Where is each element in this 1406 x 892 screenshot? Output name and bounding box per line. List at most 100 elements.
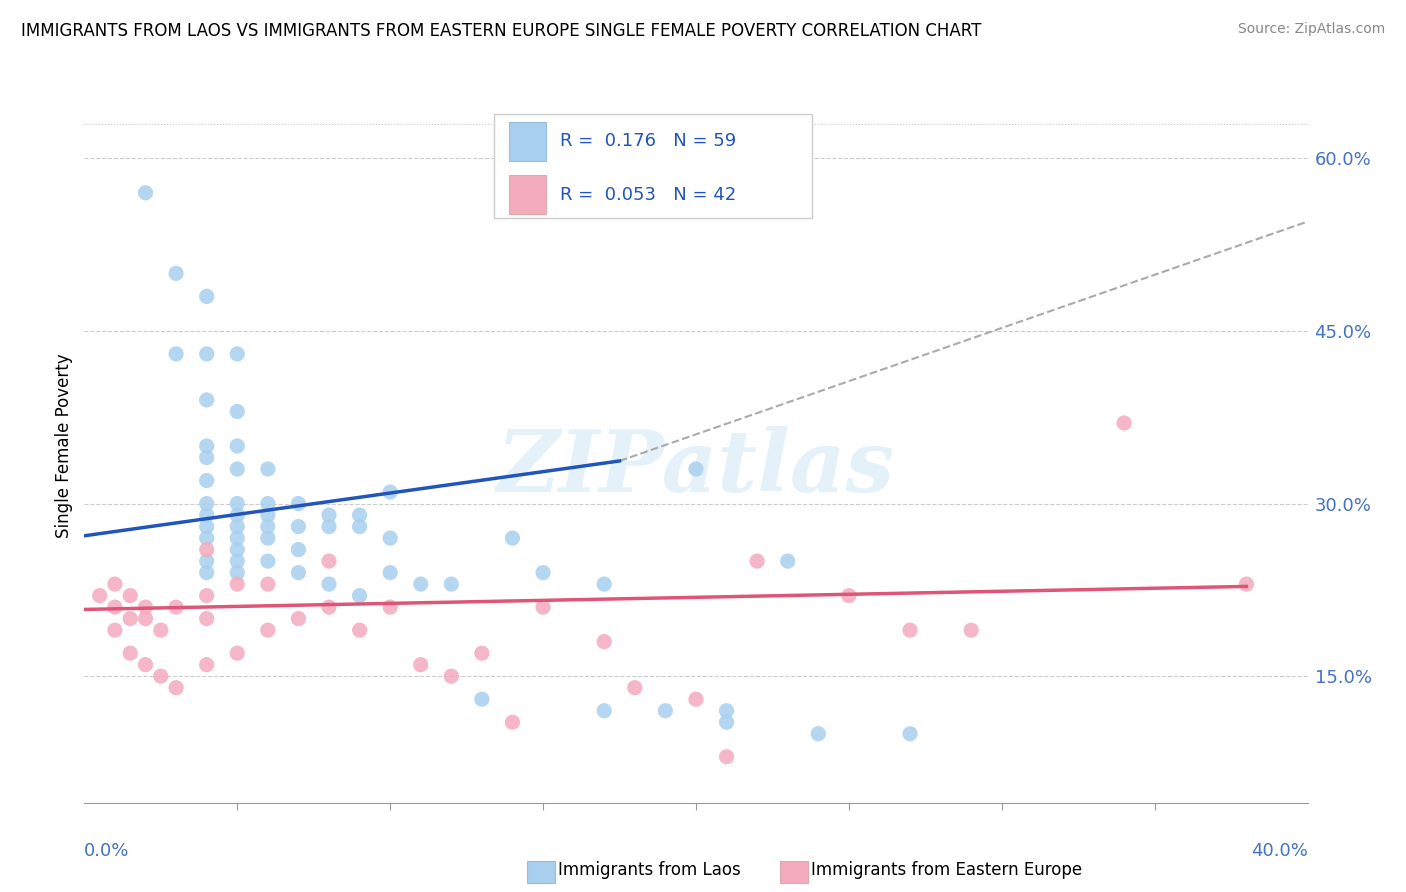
Point — [380, 485, 402, 500]
Point — [195, 474, 218, 488]
Bar — [509, 175, 546, 214]
Point — [654, 704, 676, 718]
Point — [195, 612, 218, 626]
Point — [409, 657, 432, 672]
Text: ZIPatlas: ZIPatlas — [496, 425, 896, 509]
Point — [471, 692, 494, 706]
Point — [226, 462, 249, 476]
Point — [165, 266, 187, 280]
Point — [226, 508, 249, 522]
Point — [257, 554, 280, 568]
Point — [226, 404, 249, 418]
Point — [898, 623, 921, 637]
Point — [287, 612, 309, 626]
Point — [257, 623, 280, 637]
Text: IMMIGRANTS FROM LAOS VS IMMIGRANTS FROM EASTERN EUROPE SINGLE FEMALE POVERTY COR: IMMIGRANTS FROM LAOS VS IMMIGRANTS FROM … — [21, 22, 981, 40]
Point — [440, 669, 463, 683]
Point — [226, 542, 249, 557]
Point — [349, 519, 371, 533]
Point — [104, 600, 127, 615]
Point — [807, 727, 830, 741]
Point — [287, 497, 309, 511]
Point — [409, 577, 432, 591]
Point — [898, 727, 921, 741]
Point — [135, 186, 157, 200]
Point — [287, 566, 309, 580]
Point — [349, 623, 371, 637]
Point — [226, 531, 249, 545]
Text: 40.0%: 40.0% — [1251, 842, 1308, 860]
Point — [593, 704, 616, 718]
Text: R =  0.053   N = 42: R = 0.053 N = 42 — [560, 186, 737, 203]
Text: Source: ZipAtlas.com: Source: ZipAtlas.com — [1237, 22, 1385, 37]
Point — [195, 657, 218, 672]
Point — [318, 554, 340, 568]
Point — [318, 508, 340, 522]
Point — [593, 577, 616, 591]
Point — [685, 692, 707, 706]
Point — [135, 600, 157, 615]
Point — [471, 646, 494, 660]
Point — [716, 704, 738, 718]
Point — [149, 669, 172, 683]
Point — [120, 589, 142, 603]
Point — [165, 681, 187, 695]
Point — [195, 589, 218, 603]
Point — [104, 623, 127, 637]
Point — [1236, 577, 1258, 591]
Point — [747, 554, 769, 568]
Point — [380, 600, 402, 615]
Y-axis label: Single Female Poverty: Single Female Poverty — [55, 354, 73, 538]
Point — [318, 577, 340, 591]
Point — [89, 589, 111, 603]
Point — [226, 554, 249, 568]
Point — [716, 749, 738, 764]
Point — [380, 566, 402, 580]
Point — [226, 646, 249, 660]
Point — [195, 566, 218, 580]
Point — [257, 462, 280, 476]
Point — [135, 657, 157, 672]
Point — [120, 612, 142, 626]
FancyBboxPatch shape — [494, 114, 813, 218]
Point — [960, 623, 983, 637]
Point — [149, 623, 172, 637]
Text: Immigrants from Laos: Immigrants from Laos — [558, 861, 741, 879]
Text: R =  0.176   N = 59: R = 0.176 N = 59 — [560, 132, 737, 150]
Point — [165, 600, 187, 615]
Point — [257, 531, 280, 545]
Point — [226, 519, 249, 533]
Point — [120, 646, 142, 660]
Point — [257, 577, 280, 591]
Point — [226, 439, 249, 453]
Point — [287, 542, 309, 557]
Point — [195, 531, 218, 545]
Bar — [509, 121, 546, 161]
Point — [257, 497, 280, 511]
Point — [195, 450, 218, 465]
Point — [195, 347, 218, 361]
Point — [1114, 416, 1136, 430]
Point — [195, 289, 218, 303]
Point — [226, 566, 249, 580]
Point — [165, 347, 187, 361]
Point — [195, 554, 218, 568]
Point — [195, 439, 218, 453]
Point — [593, 634, 616, 648]
Point — [195, 497, 218, 511]
Point — [226, 497, 249, 511]
Point — [135, 612, 157, 626]
Text: 0.0%: 0.0% — [84, 842, 129, 860]
Point — [257, 519, 280, 533]
Point — [195, 392, 218, 407]
Point — [195, 508, 218, 522]
Point — [502, 531, 524, 545]
Point — [716, 715, 738, 730]
Point — [104, 577, 127, 591]
Point — [776, 554, 799, 568]
Point — [531, 566, 554, 580]
Point — [624, 681, 647, 695]
Point — [380, 531, 402, 545]
Point — [318, 600, 340, 615]
Point — [440, 577, 463, 591]
